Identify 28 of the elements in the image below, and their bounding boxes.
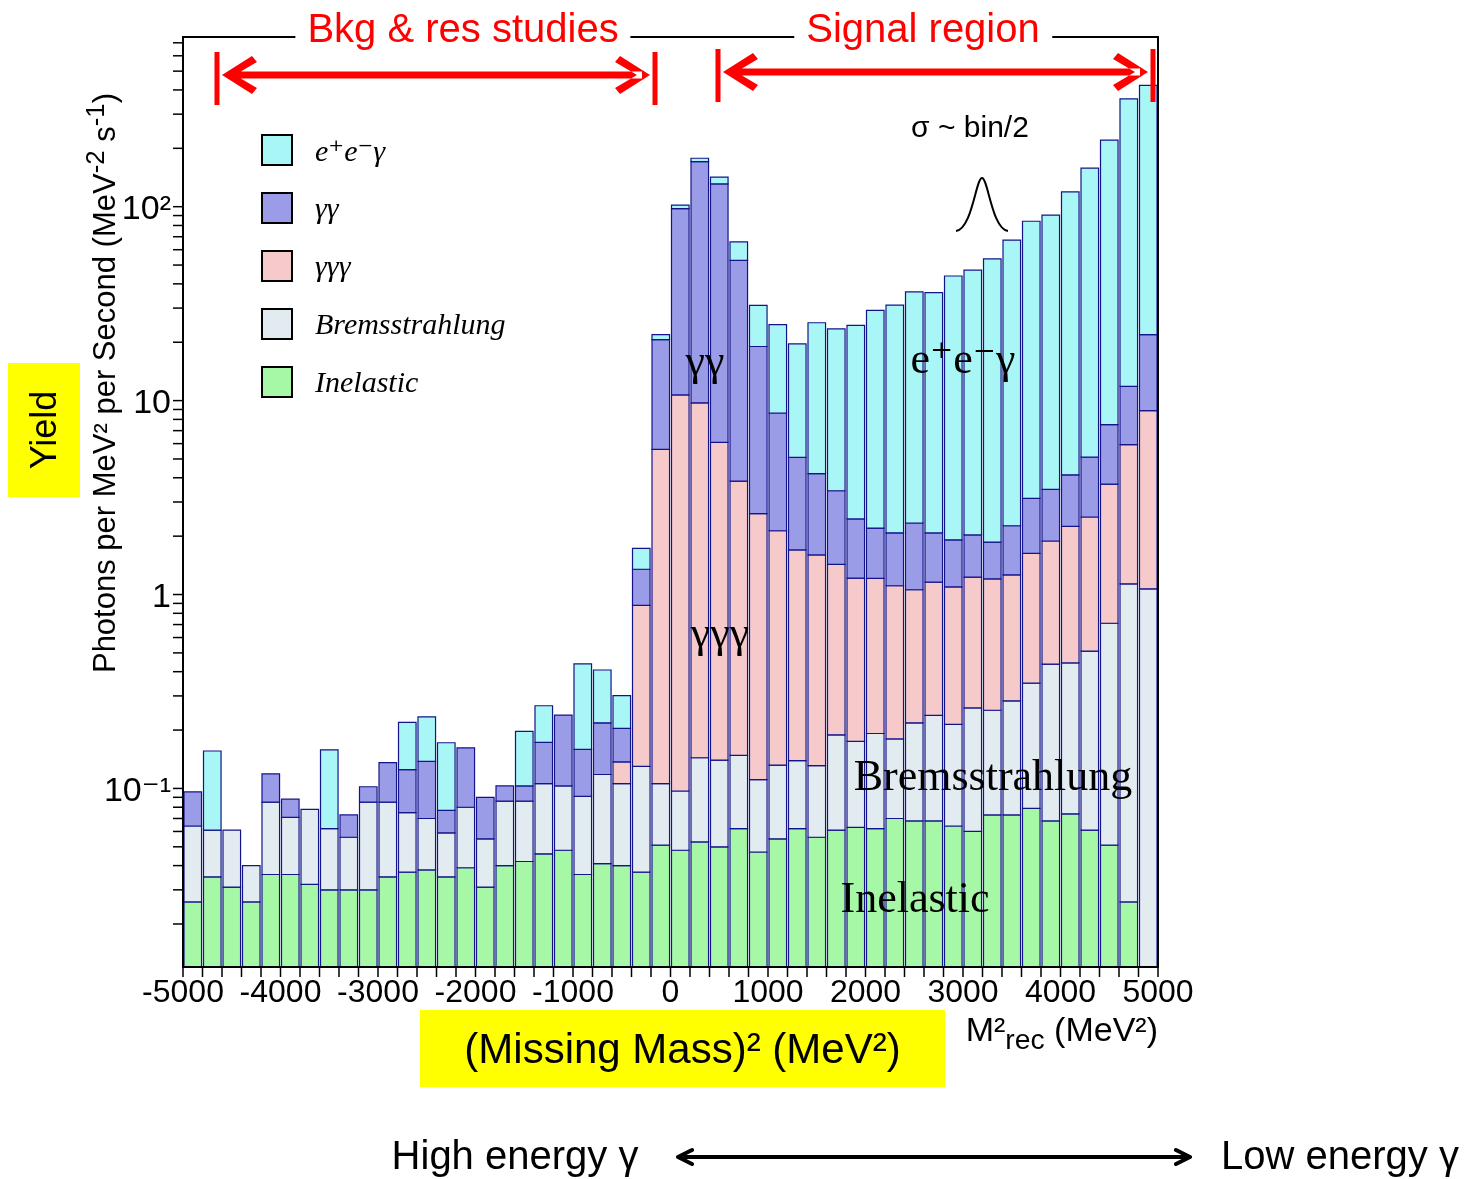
- x-tick-label: 1000: [732, 972, 804, 1009]
- x-tick-label: -5000: [142, 972, 224, 1009]
- legend-label: γγ: [315, 191, 339, 225]
- legend-label: Bremsstrahlung: [315, 307, 506, 341]
- legend-label: e⁺e⁻γ: [315, 132, 386, 168]
- x-tick-label: -4000: [239, 972, 322, 1009]
- text: Yield: [23, 390, 65, 470]
- y-tick-label: 1: [152, 575, 171, 614]
- x-tick-label: -1000: [532, 972, 614, 1009]
- text: (Missing Mass)² (MeV²): [464, 1024, 901, 1073]
- annotation: Signal region: [794, 5, 1052, 51]
- x-axis-title: M²$_{rec}$ (MeV²): [965, 1010, 1158, 1056]
- x-tick-label: -2000: [434, 972, 517, 1009]
- x-tick-label: 3000: [927, 972, 999, 1009]
- x-tick-label: 5000: [1122, 972, 1194, 1009]
- x-tick-label: 2000: [829, 972, 902, 1009]
- text: High energy γ: [391, 1132, 639, 1178]
- legend-label: γγγ: [315, 249, 351, 283]
- x-tick-label: 4000: [1024, 972, 1097, 1009]
- y-tick-label: 10²: [121, 187, 171, 226]
- legend-label: Inelastic: [315, 365, 419, 399]
- text: Low energy γ: [1221, 1132, 1459, 1178]
- annotation: σ ~ bin/2: [911, 110, 1029, 144]
- y-tick-label: 10: [133, 381, 171, 420]
- y-tick-label: 10⁻¹: [103, 769, 171, 808]
- x-tick-label: 0: [661, 972, 680, 1009]
- x-tick-label: -3000: [337, 972, 419, 1009]
- annotation: Bkg & res studies: [295, 5, 631, 51]
